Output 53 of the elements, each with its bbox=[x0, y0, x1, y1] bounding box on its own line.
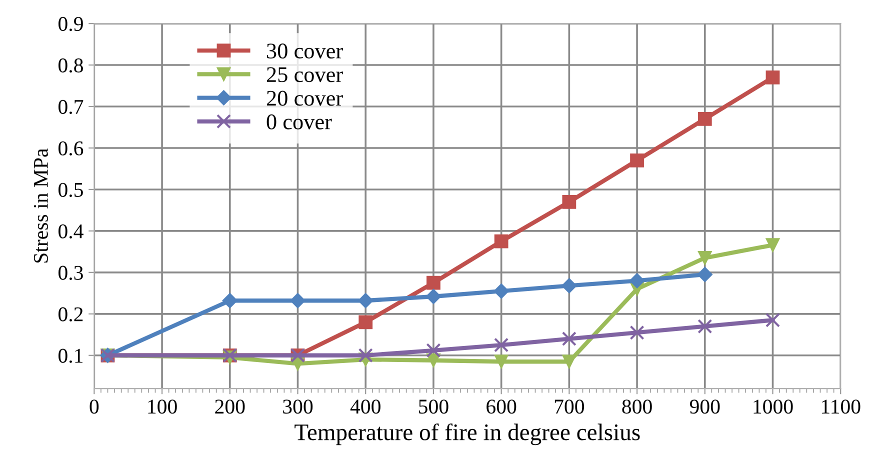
point bbox=[426, 288, 442, 304]
point bbox=[629, 273, 645, 288]
point bbox=[766, 70, 780, 84]
y-tick-label: 0.3 bbox=[58, 266, 83, 280]
x-tick-label: 900 bbox=[690, 400, 720, 414]
point bbox=[358, 348, 373, 363]
point bbox=[562, 332, 576, 346]
x-tick-label: 0 bbox=[90, 400, 99, 414]
legend-label: 0 cover bbox=[266, 114, 332, 130]
point bbox=[630, 153, 644, 168]
point bbox=[426, 343, 441, 358]
x-tick-label: 600 bbox=[486, 400, 516, 414]
y-tick-label: 0.4 bbox=[58, 224, 84, 238]
y-tick-label: 0.6 bbox=[58, 141, 84, 156]
point bbox=[494, 338, 509, 352]
point bbox=[494, 234, 508, 248]
x-tick-label: 800 bbox=[622, 400, 652, 414]
y-axis-title: Stress in MPa bbox=[34, 148, 48, 263]
legend-label: 25 cover bbox=[266, 67, 343, 82]
point bbox=[358, 315, 373, 330]
y-tick-label: 0.5 bbox=[58, 182, 83, 197]
point bbox=[222, 293, 238, 308]
point bbox=[698, 319, 712, 334]
legend-label: 30 cover bbox=[267, 44, 343, 59]
point bbox=[290, 293, 306, 308]
point bbox=[562, 354, 576, 369]
x-tick-label: 100 bbox=[148, 400, 177, 414]
x-tick-label: 1100 bbox=[822, 400, 860, 414]
legend-label: 20 cover bbox=[266, 90, 343, 106]
point bbox=[562, 194, 576, 209]
point bbox=[358, 293, 374, 308]
x-tick-label: 500 bbox=[419, 400, 448, 414]
y-tick-label: 0.1 bbox=[58, 348, 83, 363]
y-tick-label: 0.7 bbox=[58, 100, 84, 114]
x-tick-label: 700 bbox=[554, 400, 584, 414]
point bbox=[766, 238, 780, 252]
point bbox=[494, 354, 508, 369]
point bbox=[698, 250, 712, 265]
x-tick-label: 200 bbox=[215, 400, 245, 414]
point bbox=[494, 284, 509, 299]
point bbox=[697, 266, 712, 282]
y-tick-label: 0.8 bbox=[58, 58, 83, 73]
x-tick-label: 300 bbox=[283, 400, 313, 414]
y-tick-label: 0.2 bbox=[58, 307, 83, 322]
y-tick-label: 0.9 bbox=[58, 16, 83, 32]
point bbox=[765, 312, 780, 328]
point bbox=[698, 112, 712, 126]
x-tick-label: 400 bbox=[350, 400, 380, 414]
point bbox=[562, 278, 577, 294]
x-tick-label: 1000 bbox=[754, 400, 793, 414]
point bbox=[630, 325, 644, 340]
x-axis-title: Temperature of fire in degree celsius bbox=[294, 423, 640, 446]
point bbox=[426, 276, 440, 290]
